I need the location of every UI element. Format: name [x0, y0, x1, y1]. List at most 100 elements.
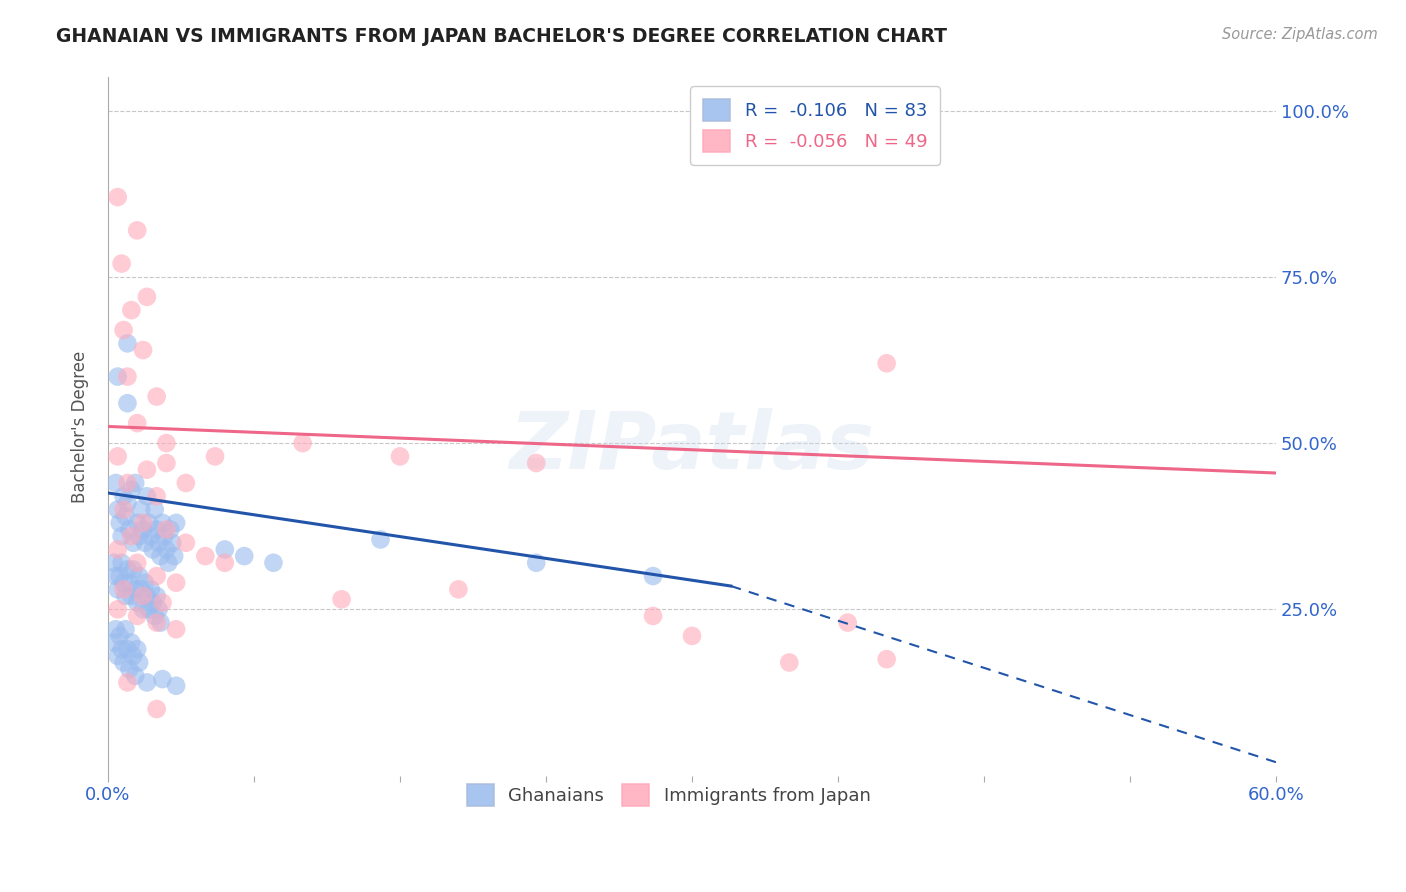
Point [122, 536, 145, 550]
Point [149, 549, 172, 563]
Point [107, 502, 129, 516]
Point [143, 609, 166, 624]
Point [148, 536, 170, 550]
Point [876, 356, 898, 370]
Point [127, 556, 149, 570]
Point [641, 569, 664, 583]
Point [641, 609, 664, 624]
Point [103, 556, 125, 570]
Point [107, 542, 129, 557]
Point [145, 702, 167, 716]
Point [204, 450, 226, 464]
Point [120, 635, 142, 649]
Point [145, 489, 167, 503]
Point [148, 602, 170, 616]
Point [681, 629, 703, 643]
Point [112, 656, 135, 670]
Point [114, 622, 136, 636]
Point [233, 549, 256, 563]
Point [117, 562, 139, 576]
Point [117, 675, 139, 690]
Point [129, 502, 152, 516]
Point [107, 450, 129, 464]
Point [876, 652, 898, 666]
Point [160, 536, 183, 550]
Point [291, 436, 314, 450]
Point [153, 529, 176, 543]
Point [107, 582, 129, 597]
Point [128, 569, 150, 583]
Point [159, 523, 181, 537]
Point [138, 602, 160, 616]
Point [122, 562, 145, 576]
Point [128, 656, 150, 670]
Point [157, 556, 180, 570]
Point [120, 589, 142, 603]
Point [145, 569, 167, 583]
Point [145, 589, 167, 603]
Point [163, 549, 186, 563]
Legend: Ghanaians, Immigrants from Japan: Ghanaians, Immigrants from Japan [458, 775, 880, 815]
Text: GHANAIAN VS IMMIGRANTS FROM JAPAN BACHELOR'S DEGREE CORRELATION CHART: GHANAIAN VS IMMIGRANTS FROM JAPAN BACHEL… [56, 27, 948, 45]
Point [214, 542, 236, 557]
Point [107, 648, 129, 663]
Point [447, 582, 470, 597]
Point [132, 343, 155, 357]
Point [127, 223, 149, 237]
Point [117, 369, 139, 384]
Point [128, 529, 150, 543]
Point [112, 489, 135, 503]
Point [155, 523, 177, 537]
Point [165, 622, 187, 636]
Point [132, 602, 155, 616]
Point [135, 589, 157, 603]
Point [118, 662, 141, 676]
Point [112, 323, 135, 337]
Point [138, 516, 160, 530]
Point [110, 529, 132, 543]
Point [110, 257, 132, 271]
Point [112, 502, 135, 516]
Point [155, 436, 177, 450]
Point [104, 569, 127, 583]
Point [135, 463, 157, 477]
Point [143, 502, 166, 516]
Point [127, 596, 149, 610]
Point [330, 592, 353, 607]
Point [165, 679, 187, 693]
Point [139, 582, 162, 597]
Point [145, 523, 167, 537]
Point [110, 642, 132, 657]
Point [104, 622, 127, 636]
Point [165, 575, 187, 590]
Point [152, 672, 174, 686]
Point [108, 629, 131, 643]
Text: Source: ZipAtlas.com: Source: ZipAtlas.com [1222, 27, 1378, 42]
Point [124, 669, 146, 683]
Point [837, 615, 859, 630]
Point [107, 369, 129, 384]
Point [108, 516, 131, 530]
Point [145, 615, 167, 630]
Point [107, 602, 129, 616]
Point [149, 615, 172, 630]
Point [103, 635, 125, 649]
Point [778, 656, 800, 670]
Point [388, 450, 411, 464]
Point [134, 575, 156, 590]
Point [524, 456, 547, 470]
Point [194, 549, 217, 563]
Point [117, 475, 139, 490]
Point [135, 675, 157, 690]
Point [127, 642, 149, 657]
Point [107, 190, 129, 204]
Point [124, 475, 146, 490]
Point [117, 396, 139, 410]
Point [135, 290, 157, 304]
Point [112, 582, 135, 597]
Point [174, 536, 197, 550]
Y-axis label: Bachelor's Degree: Bachelor's Degree [72, 351, 89, 502]
Point [135, 489, 157, 503]
Point [155, 542, 177, 557]
Point [132, 523, 155, 537]
